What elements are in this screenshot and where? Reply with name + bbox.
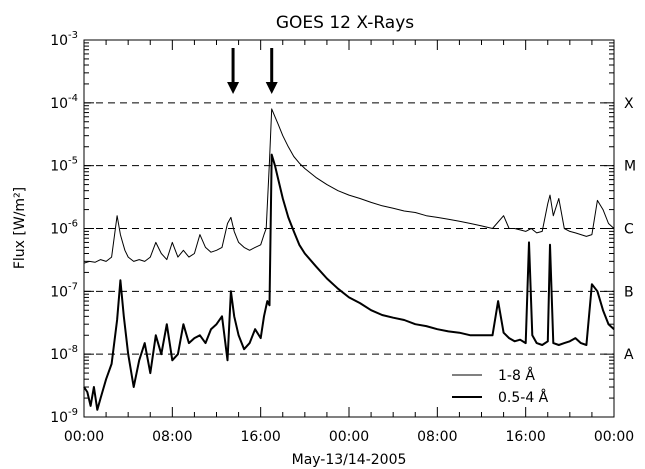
y-tick-label: 10-3 (50, 30, 78, 49)
class-label-X: X (624, 96, 634, 112)
series-line-1 (83, 153, 615, 411)
x-tick-label: 16:00 (505, 429, 545, 445)
class-label-C: C (624, 222, 634, 238)
flare-class-labels: X M C B A (624, 96, 636, 363)
legend: 1-8 Å 0.5-4 Å (452, 367, 549, 406)
arrow-0 (227, 48, 240, 94)
y-tick-label: 10-9 (50, 407, 78, 426)
y-tick-label: 10-8 (50, 344, 78, 363)
y-axis-label: Flux [W/m²] (12, 187, 28, 269)
class-label-B: B (624, 284, 634, 300)
chart-title: GOES 12 X-Rays (276, 13, 414, 33)
flare-class-lines (84, 102, 614, 355)
y-tick-label: 10-7 (50, 281, 78, 300)
y-tick-label: 10-6 (50, 219, 78, 238)
x-tick-label: 16:00 (240, 429, 280, 445)
x-axis-label: May-13/14-2005 (292, 452, 407, 468)
arrow-1 (265, 48, 278, 94)
legend-label-1-8: 1-8 Å (498, 367, 535, 384)
x-tick-label: 08:00 (417, 429, 457, 445)
y-tick-label: 10-4 (50, 93, 78, 112)
axis-ticks: 10-9 10-8 10-7 10-6 10-5 10-4 10-3 00:00 08:00 16… (50, 30, 634, 445)
x-tick-label: 00:00 (64, 429, 104, 445)
legend-label-0.5-4: 0.5-4 Å (498, 389, 549, 406)
x-tick-label: 00:00 (594, 429, 634, 445)
class-label-A: A (624, 347, 634, 363)
x-tick-label: 00:00 (329, 429, 369, 445)
series-line-0 (83, 108, 615, 264)
y-tick-label: 10-5 (50, 156, 78, 175)
flare-arrows (227, 48, 278, 94)
arrow-head (265, 82, 278, 94)
class-label-M: M (624, 159, 636, 175)
series-lines (83, 108, 615, 411)
arrow-head (227, 82, 240, 94)
x-tick-label: 08:00 (152, 429, 192, 445)
